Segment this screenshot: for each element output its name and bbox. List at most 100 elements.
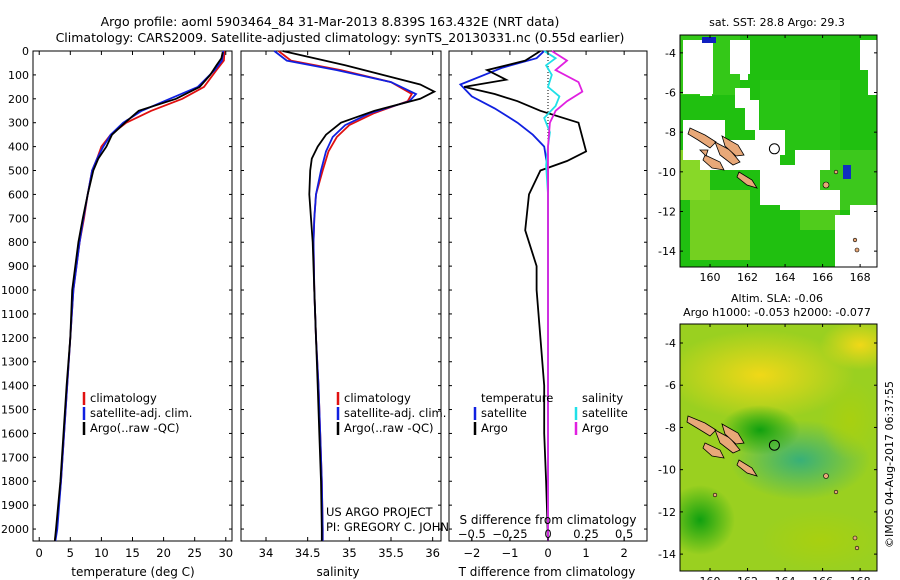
x-tick-label: 35 [342, 546, 357, 560]
pi-credit: PI: GREGORY C. JOHNSON [326, 520, 474, 534]
lat-tick-label: -6 [665, 379, 676, 392]
salinity-panel: 34 34.5 35 35.5 36 salinity climatology sate… [240, 50, 474, 579]
sla-map-frame [679, 323, 878, 572]
legend-label-argo: Argo(..raw -QC) [344, 421, 434, 435]
lon-tick-label: 160 [700, 271, 721, 284]
x-tick-label: 1 [582, 546, 589, 560]
imos-timestamp: ©IMOS 04-Aug-2017 06:37:55 [883, 381, 896, 548]
project-credit: US ARGO PROJECT [326, 505, 434, 519]
lon-tick-label: 168 [850, 271, 871, 284]
y-tick-label: 1900 [1, 499, 29, 512]
salinity-x-axis-label: salinity [316, 565, 359, 579]
x-tick-label: 2 [620, 546, 627, 560]
lat-tick-label: -8 [665, 126, 676, 139]
series-line-argo-raw-qc [282, 50, 437, 541]
y-tick-label: 1800 [1, 475, 29, 488]
y-tick-label: 200 [8, 93, 29, 106]
lon-tick-label: 162 [737, 271, 758, 284]
x-tick-label: 34 [259, 546, 274, 560]
x-tick-label: 10 [94, 546, 109, 560]
lat-tick-label: -8 [665, 421, 676, 434]
y-tick-label: 1300 [1, 356, 29, 369]
lon-tick-label: 166 [812, 271, 833, 284]
sla-map-title-line2: Argo h1000: -0.053 h2000: -0.077 [683, 306, 871, 319]
lon-tick-label: 164 [775, 575, 796, 580]
temperature-panel: 0100200300400500600700800900100011001200… [1, 45, 233, 579]
y-tick-label: 700 [8, 212, 29, 225]
y-tick-label: 1000 [1, 284, 29, 297]
y-tick-label: 300 [8, 117, 29, 130]
x-tick-label: 25 [187, 546, 202, 560]
legend-label-t-argo: Argo [481, 421, 508, 435]
y-tick-label: 1500 [1, 404, 29, 417]
legend-label-satellite: satellite-adj. clim. [344, 406, 446, 420]
y-tick-label: 2000 [1, 523, 29, 536]
lon-tick-label: 166 [812, 575, 833, 580]
x-tick-label: 35.5 [378, 546, 404, 560]
lon-tick-label: 164 [775, 271, 796, 284]
x-tick-label: 5 [67, 546, 74, 560]
legend-title-salinity: salinity [582, 391, 623, 405]
lon-tick-label: 168 [850, 575, 871, 580]
x-tick-label: 34.5 [295, 546, 321, 560]
sst-map-frame [679, 34, 878, 268]
s-tick-label: 0 [544, 527, 551, 541]
y-tick-label: 800 [8, 236, 29, 249]
x-tick-label: −2 [463, 546, 480, 560]
argo-position-marker [768, 439, 780, 451]
legend-label-t-satellite: satellite [481, 406, 527, 420]
y-tick-label: 1100 [1, 308, 29, 321]
legend-label-argo: Argo(..raw -QC) [90, 421, 180, 435]
lat-tick-label: -4 [665, 337, 676, 350]
y-tick-label: 1400 [1, 380, 29, 393]
sla-map-panel: Altim. SLA: -0.06 Argo h1000: -0.053 h20… [658, 292, 878, 580]
x-tick-label: 0 [544, 546, 551, 560]
sst-map-title: sat. SST: 28.8 Argo: 29.3 [709, 16, 845, 29]
argo-position-marker [768, 143, 780, 155]
y-tick-label: 100 [8, 69, 29, 82]
lat-tick-label: -6 [665, 87, 676, 100]
y-tick-label: 1200 [1, 332, 29, 345]
x-tick-label: 20 [156, 546, 171, 560]
y-tick-label: 1600 [1, 427, 29, 440]
legend-label-s-argo: Argo [582, 421, 609, 435]
lat-tick-label: -4 [665, 47, 676, 60]
sla-map-title-line1: Altim. SLA: -0.06 [731, 292, 823, 305]
lat-tick-label: -14 [658, 245, 676, 258]
s-difference-axis-label: S difference from climatology [460, 513, 637, 527]
x-tick-label: 36 [425, 546, 440, 560]
x-tick-label: 0 [36, 546, 43, 560]
lat-tick-label: -10 [658, 464, 676, 477]
lat-tick-label: -12 [658, 506, 676, 519]
s-tick-label: −0.5 [458, 527, 486, 541]
s-tick-label: 0.5 [615, 527, 633, 541]
y-tick-label: 500 [8, 165, 29, 178]
salinity-legend: climatology satellite-adj. clim. Argo(..… [336, 391, 446, 435]
temperature-x-axis-label: temperature (deg C) [71, 565, 194, 579]
legend-label-s-satellite: satellite [582, 406, 628, 420]
y-tick-label: 0 [22, 45, 29, 58]
series-line-s-argo [547, 50, 584, 541]
lat-tick-label: -12 [658, 205, 676, 218]
legend-label-satellite: satellite-adj. clim. [90, 406, 192, 420]
temperature-axes-frame [32, 50, 233, 542]
y-tick-label: 900 [8, 260, 29, 273]
lon-tick-label: 160 [700, 575, 721, 580]
difference-panel: −2 −1 0 1 2 −0.5 −0.25 0 0.25 0.5 S difference f… [448, 50, 648, 579]
figure-title-line2: Climatology: CARS2009. Satellite-adjuste… [56, 30, 625, 45]
temperature-legend: climatology satellite-adj. clim. Argo(..… [82, 391, 192, 435]
legend-title-temperature: temperature [481, 391, 553, 405]
lon-tick-label: 162 [737, 575, 758, 580]
s-tick-label: 0.25 [573, 527, 599, 541]
lat-tick-label: -14 [658, 548, 676, 561]
x-tick-label: 15 [125, 546, 140, 560]
figure-title-line1: Argo profile: aoml 5903464_84 31-Mar-201… [101, 14, 560, 29]
difference-legend: temperature satellite Argo salinity sate… [473, 391, 628, 435]
sst-map-panel: sat. SST: 28.8 Argo: 29.3 [658, 16, 878, 284]
series-line-argo-raw-qc [53, 52, 224, 542]
legend-label-climatology: climatology [90, 391, 157, 405]
y-tick-label: 1700 [1, 451, 29, 464]
sla-heatmap [680, 324, 877, 571]
y-tick-label: 400 [8, 141, 29, 154]
